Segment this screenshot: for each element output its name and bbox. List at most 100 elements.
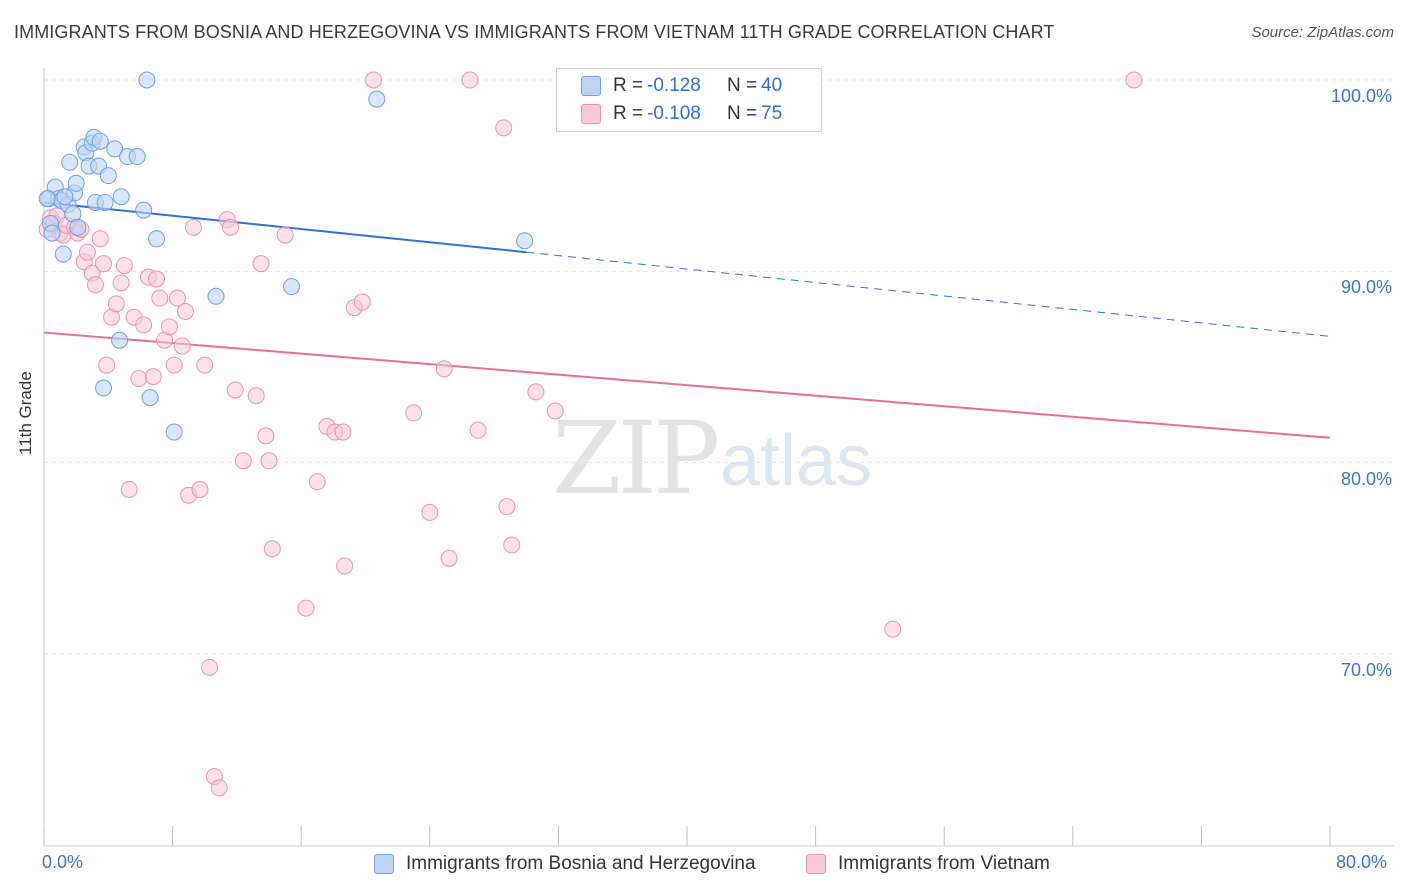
bosnia-point — [516, 232, 534, 250]
bosnia-point — [207, 287, 225, 305]
vietnam-point — [461, 71, 479, 89]
source-label: Source: ZipAtlas.com — [1251, 24, 1394, 41]
trend-lines — [43, 201, 1331, 439]
vietnam-point — [440, 549, 458, 567]
bosnia-point — [91, 132, 109, 150]
vietnam-point — [297, 599, 315, 617]
x-tick-label-max: 80.0% — [1336, 852, 1388, 872]
vietnam-point — [173, 337, 191, 355]
bosnia-point — [112, 188, 130, 206]
legend-r-value: -0.108 — [647, 103, 701, 124]
vietnam-point — [112, 274, 130, 292]
vietnam-point — [260, 452, 278, 470]
vietnam-point — [120, 480, 138, 498]
vietnam-point — [498, 498, 516, 516]
vietnam-point — [144, 368, 162, 386]
bosnia-point — [96, 193, 114, 211]
vietnam-point — [527, 383, 545, 401]
bosnia-point — [69, 218, 87, 236]
vietnam-point — [221, 218, 239, 236]
vietnam-point — [191, 480, 209, 498]
bosnia-point — [38, 190, 56, 208]
vietnam-point — [469, 421, 487, 439]
vietnam-point — [263, 540, 281, 558]
chart-title: IMMIGRANTS FROM BOSNIA AND HERZEGOVINA V… — [14, 22, 1055, 42]
vietnam-point — [115, 257, 133, 275]
vietnam-point — [210, 779, 228, 797]
vietnam-point — [226, 381, 244, 399]
vietnam-point — [196, 356, 214, 374]
y-tick-label: 90.0% — [1340, 277, 1392, 298]
bosnia-point — [67, 174, 85, 192]
legend-item-bosnia: Immigrants from Bosnia and Herzegovina — [374, 852, 756, 876]
vietnam-point — [151, 289, 169, 307]
vietnam-point — [247, 387, 265, 405]
bosnia-point — [135, 201, 153, 219]
legend-n-label: N = — [727, 103, 758, 124]
vietnam-point — [884, 620, 902, 638]
vietnam-point — [130, 369, 148, 387]
bosnia-point — [94, 379, 112, 397]
vietnam-point — [353, 293, 371, 311]
vietnam-point — [160, 318, 178, 336]
bosnia-point — [148, 230, 166, 248]
watermark-zip: ZIP — [552, 400, 720, 517]
vietnam-point — [86, 276, 104, 294]
vietnam-point — [1125, 71, 1143, 89]
bosnia-point — [56, 188, 74, 206]
bosnia-point — [54, 245, 72, 263]
vietnam-point — [201, 658, 219, 676]
bosnia-point — [106, 140, 124, 158]
vietnam-point — [546, 402, 564, 420]
vietnam-point — [336, 557, 354, 575]
vietnam-swatch — [581, 104, 601, 124]
vietnam-point — [148, 270, 166, 288]
vietnam-point — [257, 427, 275, 445]
vietnam-point — [276, 226, 294, 244]
bosnia-swatch — [581, 76, 601, 96]
trend-line-bosnia-extension — [526, 251, 1331, 337]
legend-row-bosnia: R = -0.128 N = 40 — [581, 73, 782, 99]
vietnam-point — [78, 243, 96, 261]
vietnam-point — [168, 289, 186, 307]
vietnam-point — [94, 255, 112, 273]
legend-r-label: R = — [613, 103, 644, 124]
legend-n-value: 40 — [761, 75, 783, 96]
vietnam-point — [435, 360, 453, 378]
bosnia-point — [368, 90, 386, 108]
vietnam-point — [495, 119, 513, 137]
legend-label-bosnia: Immigrants from Bosnia and Herzegovina — [406, 853, 756, 874]
bosnia-point — [128, 148, 146, 166]
bosnia-point — [111, 331, 129, 349]
legend-n-value: 75 — [761, 103, 783, 124]
bosnia-point — [99, 167, 117, 185]
y-tick-label: 70.0% — [1340, 660, 1392, 680]
vietnam-point — [405, 404, 423, 422]
legend-item-vietnam: Immigrants from Vietnam — [806, 852, 1050, 876]
grid-lines — [44, 79, 1394, 655]
vietnam-point — [165, 356, 183, 374]
x-tick-label-min: 0.0% — [42, 852, 84, 872]
vietnam-point — [107, 295, 125, 313]
bosnia-legend-swatch — [374, 854, 394, 874]
stats-legend: R = -0.128 N = 40 R = -0.108 N = 75 — [556, 68, 822, 132]
y-tick-label: 80.0% — [1340, 468, 1392, 489]
vietnam-legend-swatch — [806, 854, 826, 874]
vietnam-point — [135, 316, 153, 334]
legend-n-label: N = — [727, 75, 758, 96]
vietnam-point — [234, 452, 252, 470]
legend-r-label: R = — [613, 75, 644, 96]
bosnia-point — [283, 278, 301, 296]
bosnia-point — [61, 153, 79, 171]
vietnam-point — [176, 303, 194, 321]
vietnam-point — [184, 218, 202, 236]
vietnam-point — [334, 423, 352, 441]
vietnam-point — [98, 356, 116, 374]
y-tick-label: 100.0% — [1330, 86, 1392, 106]
bosnia-point — [141, 389, 159, 407]
y-axis-label: 11th Grade — [16, 371, 35, 455]
trend-line-vietnam — [43, 331, 1331, 439]
vietnam-point — [308, 473, 326, 491]
legend-r-value: -0.128 — [647, 75, 701, 96]
